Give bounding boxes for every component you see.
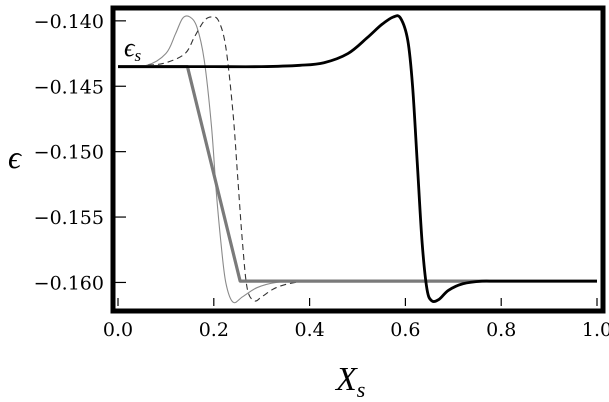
y-tick-label: −0.140 [34, 11, 104, 33]
tick-labels: 0.0 0.2 0.4 0.6 0.8 1.0 −0.140 −0.145 −0.150 −0.1… [34, 11, 609, 341]
x-axis-label: Xs [334, 361, 365, 402]
y-tick-label: −0.150 [34, 142, 104, 164]
x-axis-label-main: X [334, 361, 358, 398]
annotation-subscript: s [134, 46, 141, 65]
x-tick-label: 0.4 [294, 319, 324, 341]
x-tick-label: 0.2 [199, 319, 229, 341]
x-tick-label: 0.0 [103, 319, 133, 341]
y-tick-label: −0.145 [34, 76, 104, 98]
axis-ticks [115, 20, 598, 306]
x-axis-label-subscript: s [357, 377, 366, 402]
plot-series [117, 14, 597, 304]
y-axis-label: ϵ [8, 139, 22, 175]
annotation-symbol: ϵ [124, 33, 136, 62]
y-tick-label: −0.155 [34, 207, 104, 229]
series-line-thick-black [117, 14, 597, 303]
x-tick-label: 0.6 [390, 319, 420, 341]
x-tick-label: 0.8 [486, 319, 516, 341]
annotation-epsilon-s: ϵs [124, 33, 141, 65]
y-tick-label: −0.160 [34, 272, 104, 294]
plot-frame [110, 5, 606, 314]
x-tick-label: 1.0 [582, 319, 609, 341]
